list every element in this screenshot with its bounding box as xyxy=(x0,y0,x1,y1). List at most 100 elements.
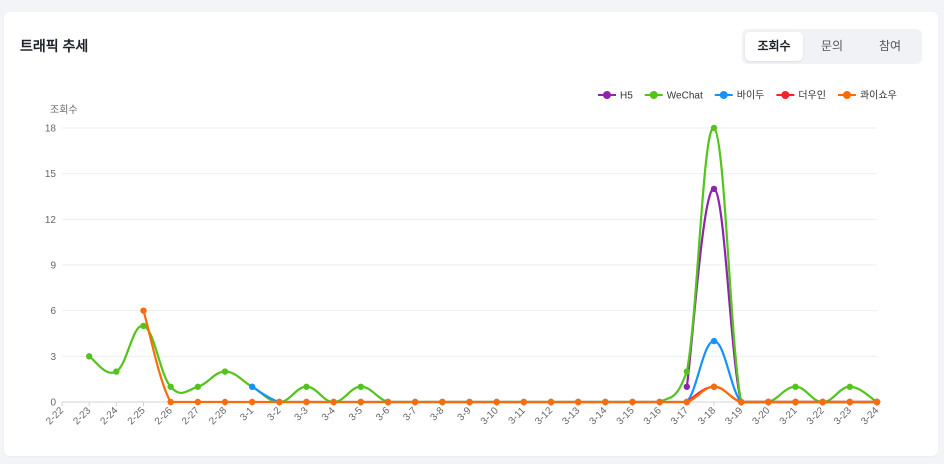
data-point xyxy=(765,398,772,406)
legend-item: WeChat xyxy=(644,91,703,102)
tab-inquiries[interactable]: 문의 xyxy=(820,39,844,53)
series-0 xyxy=(683,185,881,406)
data-point xyxy=(221,398,229,406)
x-tick-label: 3-11 xyxy=(507,405,529,427)
x-tick-label: 3-22 xyxy=(805,405,827,427)
data-point xyxy=(194,383,202,390)
data-point xyxy=(683,368,691,375)
data-point xyxy=(792,398,799,406)
data-point xyxy=(384,398,392,406)
legend-item: 콰이쇼우 xyxy=(837,90,897,102)
y-tick-label: 0 xyxy=(50,398,56,409)
x-tick-label: 2-22 xyxy=(44,405,66,427)
y-axis-label: 조회수 xyxy=(50,104,78,116)
legend-item: 바이두 xyxy=(714,90,765,102)
series-4 xyxy=(140,307,881,406)
x-tick-label: 3-19 xyxy=(723,405,745,427)
data-point xyxy=(303,383,310,390)
data-point xyxy=(466,398,473,406)
y-tick-label: 3 xyxy=(50,352,56,363)
x-tick-label: 3-24 xyxy=(859,405,881,427)
x-tick-label: 3-10 xyxy=(479,405,501,427)
data-point xyxy=(819,398,826,406)
data-point xyxy=(113,368,120,375)
traffic-trend-card xyxy=(4,12,938,456)
x-tick-label: 3-21 xyxy=(778,405,800,427)
metric-tab-group: 조회수 문의 참여 xyxy=(742,29,922,64)
y-tick-label: 18 xyxy=(45,124,57,135)
legend-label: WeChat xyxy=(667,91,703,102)
legend-item: H5 xyxy=(598,91,633,102)
data-point xyxy=(357,383,365,390)
x-tick-label: 2-27 xyxy=(180,405,202,427)
data-point xyxy=(710,124,718,132)
data-point xyxy=(710,383,718,390)
x-tick-label: 3-15 xyxy=(615,405,637,427)
data-point xyxy=(629,398,636,406)
data-point xyxy=(683,383,691,390)
data-point xyxy=(846,398,854,406)
x-tick-label: 2-25 xyxy=(126,405,148,427)
y-tick-label: 12 xyxy=(45,215,57,226)
data-point xyxy=(248,383,256,390)
data-point xyxy=(574,398,582,406)
legend-marker xyxy=(719,91,728,99)
data-point xyxy=(140,307,147,314)
data-point xyxy=(493,398,500,406)
legend-label: H5 xyxy=(620,91,633,102)
data-point xyxy=(602,398,609,406)
tab-views[interactable]: 조회수 xyxy=(745,32,803,61)
series-2 xyxy=(248,337,881,406)
x-tick-label: 3-13 xyxy=(560,405,582,427)
legend-marker xyxy=(649,91,658,99)
data-point xyxy=(221,368,229,375)
data-point xyxy=(248,398,256,406)
legend-item: 더우인 xyxy=(776,90,826,102)
data-point xyxy=(330,398,337,406)
x-tick-label: 2-26 xyxy=(153,405,175,427)
data-point xyxy=(167,398,174,406)
data-point xyxy=(439,398,446,406)
legend-marker xyxy=(781,91,790,99)
data-point xyxy=(737,398,745,406)
y-tick-label: 6 xyxy=(50,306,56,317)
data-point xyxy=(792,383,799,390)
legend-label: 바이두 xyxy=(737,90,765,102)
x-tick-label: 3-8 xyxy=(428,405,446,423)
x-tick-label: 3-2 xyxy=(265,405,283,423)
legend-marker xyxy=(842,91,851,99)
x-tick-label: 3-14 xyxy=(588,405,610,427)
data-point xyxy=(656,398,663,406)
data-point xyxy=(873,398,881,406)
data-point xyxy=(547,398,555,406)
x-tick-label: 3-9 xyxy=(456,405,474,423)
page-title: 트래픽 추세 xyxy=(20,38,89,54)
legend-label: 더우인 xyxy=(798,90,826,102)
legend-label: 콰이쇼우 xyxy=(860,90,897,102)
x-tick-label: 3-12 xyxy=(533,405,555,427)
x-tick-label: 3-3 xyxy=(293,405,311,423)
x-tick-label: 3-5 xyxy=(347,405,365,423)
legend-marker xyxy=(603,91,611,99)
data-point xyxy=(140,322,147,330)
data-point xyxy=(276,398,283,406)
tab-engagement[interactable]: 참여 xyxy=(878,39,902,53)
data-point xyxy=(846,383,854,390)
x-tick-label: 3-16 xyxy=(642,405,664,427)
data-point xyxy=(520,398,528,406)
chart-legend: H5 WeChat 바이두 더우인 콰이쇼우 xyxy=(598,90,897,102)
series-line xyxy=(142,309,879,404)
x-tick-label: 3-6 xyxy=(374,405,392,423)
data-point xyxy=(710,185,718,193)
series-line xyxy=(685,187,879,404)
x-tick-label: 3-7 xyxy=(401,405,419,423)
x-tick-label: 3-4 xyxy=(320,405,338,423)
data-point xyxy=(85,353,93,360)
y-tick-label: 9 xyxy=(50,261,56,272)
x-tick-label: 2-28 xyxy=(207,405,229,427)
data-point xyxy=(411,398,419,406)
data-point xyxy=(710,337,718,345)
x-tick-label: 3-18 xyxy=(696,405,718,427)
y-tick-label: 15 xyxy=(45,169,57,180)
